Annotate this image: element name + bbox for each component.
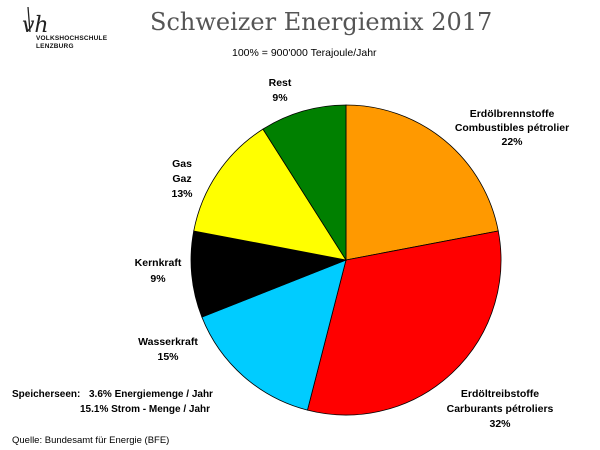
label-erdoelbrennstoffe: Erdölbrennstoffe Combustibles pétrolier … — [455, 108, 569, 148]
logo-line2: LENZBURG — [36, 43, 74, 50]
pie-slice-gas — [193, 128, 347, 261]
speicherseen-label: Speicherseen: — [12, 389, 81, 400]
source-note: Quelle: Bundesamt für Energie (BFE) — [12, 435, 170, 446]
slice-label-value: 13% — [171, 188, 193, 200]
slice-label-name: Erdölbrennstoffe — [470, 108, 555, 120]
speicherseen-line1: 3.6% Energiemenge / Jahr — [89, 389, 213, 400]
pie-slice-erdoelbrennstoffe — [345, 104, 499, 261]
slice-label-value: 15% — [157, 351, 179, 363]
vhl-logo: vhl VOLKSHOCHSCHULE LENZBURG — [8, 4, 107, 54]
slice-label-name2: Gaz — [172, 173, 191, 185]
label-gas: Gas Gaz 13% — [171, 158, 193, 200]
slice-label-name: Kernkraft — [135, 257, 182, 269]
pie-slices — [190, 104, 502, 416]
slice-label-value: 22% — [501, 136, 523, 148]
pie-slice-erdoeltreibstoffe — [306, 230, 502, 416]
chart-title: Schweizer Energiemix 2017 — [150, 8, 493, 36]
slice-label-name: Gas — [172, 158, 192, 170]
pie-slice-kernkraft — [190, 230, 348, 318]
label-rest: Rest 9% — [269, 77, 292, 104]
chart-subtitle: 100% = 900'000 Terajoule/Jahr — [232, 47, 377, 59]
logo-line1: VOLKSHOCHSCHULE — [36, 35, 108, 42]
slice-label-value: 9% — [150, 273, 166, 285]
slice-label-name2: Combustibles pétrolier — [455, 122, 569, 134]
pie-slice-rest — [262, 104, 347, 262]
slice-label-name2: Carburants pétroliers — [447, 403, 554, 415]
pie-slice-wasserkraft — [201, 259, 347, 411]
slice-label-name: Wasserkraft — [138, 336, 198, 348]
label-erdoeltreibstoffe: Erdöltreibstoffe Carburants pétroliers 3… — [447, 388, 554, 430]
label-wasserkraft: Wasserkraft 15% — [138, 336, 198, 363]
slice-label-name: Erdöltreibstoffe — [461, 388, 539, 400]
slice-label-value: 9% — [272, 92, 288, 104]
label-kernkraft: Kernkraft 9% — [135, 257, 182, 285]
slice-label-name: Rest — [269, 77, 292, 89]
speicherseen-line2: 15.1% Strom - Menge / Jahr — [80, 404, 211, 415]
slice-label-value: 32% — [489, 418, 511, 430]
